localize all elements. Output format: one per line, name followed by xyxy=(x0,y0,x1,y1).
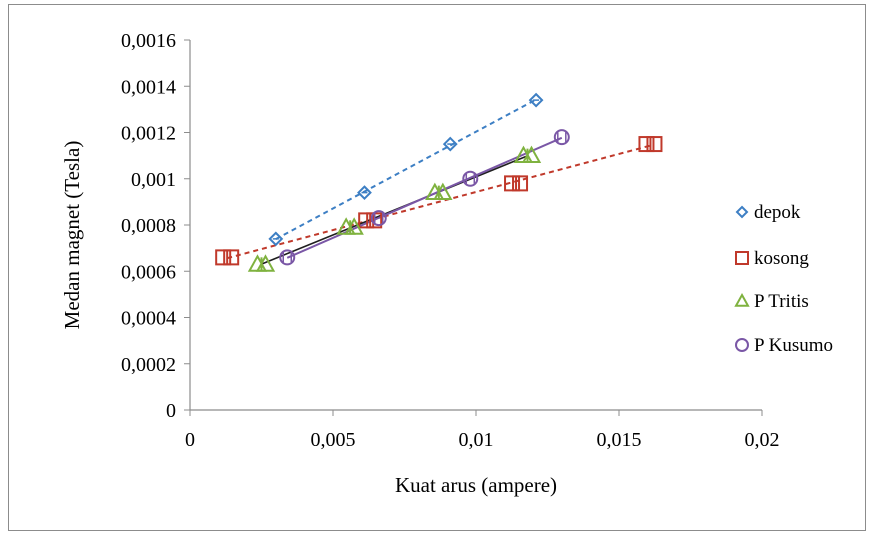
point-kosong xyxy=(646,136,663,153)
x-tick-label: 0 xyxy=(185,429,195,451)
y-tick-label: 0,0002 xyxy=(121,354,176,376)
legend-label-p-kusumo: P Kusumo xyxy=(754,335,833,356)
point-kosong xyxy=(512,175,529,192)
point-depok xyxy=(268,231,284,247)
point-kosong xyxy=(223,249,240,266)
x-tick-label: 0,015 xyxy=(597,429,642,451)
point-p-kusumo xyxy=(462,170,479,187)
legend-label-kosong: kosong xyxy=(754,248,809,269)
y-tick-label: 0,0004 xyxy=(121,308,176,330)
legend: depok kosong P Tritis P Kusumo xyxy=(734,202,833,356)
legend-marker-depok xyxy=(735,205,749,219)
legend-item-kosong: kosong xyxy=(735,248,809,269)
y-tick-label: 0,0012 xyxy=(121,123,176,145)
data-points xyxy=(215,92,663,272)
point-p-kusumo xyxy=(553,129,570,146)
trendline-depok xyxy=(275,98,537,240)
x-tick-label: 0,005 xyxy=(311,429,356,451)
trendline-p-kusumo xyxy=(286,136,563,259)
y-tick-label: 0,0006 xyxy=(121,261,176,283)
legend-label-depok: depok xyxy=(754,202,801,223)
point-depok xyxy=(357,185,372,201)
legend-item-p-tritis: P Tritis xyxy=(734,291,809,312)
y-axis-ticks: 0 0,0002 0,0004 0,0006 0,0008 0,001 0,0012 0,00… xyxy=(121,30,190,422)
x-axis-title: Kuat arus (ampere) xyxy=(395,473,557,497)
trendlines xyxy=(226,98,651,265)
point-p-kusumo xyxy=(370,210,387,227)
y-tick-label: 0,001 xyxy=(131,169,176,191)
x-tick-label: 0,02 xyxy=(745,429,780,451)
y-tick-label: 0,0014 xyxy=(121,76,176,98)
legend-marker-p-tritis xyxy=(734,292,750,307)
point-depok xyxy=(442,136,458,152)
chart-frame xyxy=(8,4,866,531)
point-depok xyxy=(528,92,544,108)
y-axis-title: Medan magnet (Tesla) xyxy=(60,141,84,330)
legend-marker-p-kusumo xyxy=(735,338,749,352)
point-p-tritis xyxy=(521,145,542,164)
x-tick-label: 0,01 xyxy=(459,429,494,451)
legend-marker-kosong xyxy=(735,251,749,265)
y-tick-label: 0 xyxy=(166,400,176,422)
legend-item-p-kusumo: P Kusumo xyxy=(735,335,833,356)
axes xyxy=(189,40,762,411)
y-tick-label: 0,0008 xyxy=(121,215,176,237)
x-axis-ticks: 0 0,005 0,01 0,015 0,02 xyxy=(185,410,780,451)
point-p-tritis xyxy=(255,254,276,272)
point-p-kusumo xyxy=(279,249,296,266)
y-tick-label: 0,0016 xyxy=(121,30,176,52)
trendline-kosong xyxy=(226,144,651,260)
legend-item-depok: depok xyxy=(735,202,801,223)
legend-label-p-tritis: P Tritis xyxy=(754,291,809,312)
